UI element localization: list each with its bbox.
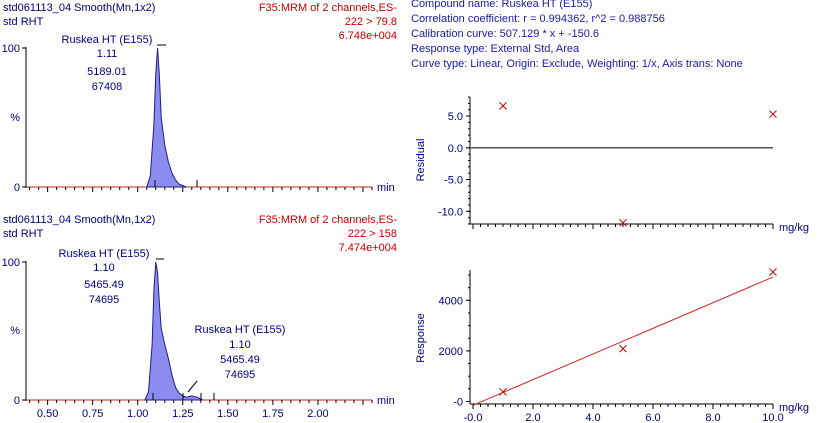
chromatogram-2: std061113_04 Smooth(Mn,1x2) std RHT F35:…	[2, 214, 398, 420]
chrom2-function-label: F35:MRM of 2 channels,ES-	[259, 214, 398, 226]
chrom2-peak-annotation-2: Ruskea HT (E155) 1.10 5465.49 74695	[187, 324, 286, 393]
chrom1-function-label: F35:MRM of 2 channels,ES-	[259, 2, 398, 14]
response-fit-line	[472, 276, 774, 406]
chrom2-peak-annotation-1: Ruskea HT (E155) 1.10 5465.49 74695	[59, 248, 164, 306]
curve-type-text: Curve type: Linear, Origin: Exclude, Wei…	[411, 58, 743, 70]
response-point	[619, 344, 627, 353]
calibration-info: Compound name: Ruskea HT (E155) Correlat…	[411, 0, 743, 70]
chrom2-sample-sub-label: std RHT	[3, 228, 44, 240]
chrom2-y-percent-label: %	[10, 325, 20, 337]
x-tick-label: 8.0	[705, 412, 720, 423]
chrom2-peak1-height-value: 74695	[89, 294, 120, 306]
chrom1-transition-label: 222 > 79.8	[345, 16, 397, 28]
chrom2-y-zero-label: 0	[14, 395, 20, 407]
chrom1-sample-sub-label: std RHT	[3, 16, 44, 28]
calibration-curve-text: Calibration curve: 507.129 * x + -150.6	[411, 28, 599, 40]
y-tick-label: 5.0	[448, 111, 463, 123]
chrom1-peak-name: Ruskea HT (E155)	[62, 34, 153, 46]
residual-x-unit: mg/kg	[779, 222, 809, 234]
x-tick-label: 4.0	[585, 412, 600, 423]
chrom2-peak1-rt: 1.10	[93, 262, 114, 274]
chrom2-x-unit: min	[377, 395, 395, 407]
y-tick-label: 4000	[439, 295, 463, 307]
chrom2-x-ticks	[29, 400, 373, 405]
residual-point	[499, 102, 507, 110]
x-tick-label: 2.0	[525, 412, 540, 423]
chrom2-peak2-height-value: 74695	[225, 369, 256, 381]
chrom1-y-zero-label: 0	[14, 182, 20, 194]
x-tick-label: -0.0	[464, 412, 483, 423]
x-tick-label: 0.75	[82, 408, 103, 420]
chrom1-sample-label: std061113_04 Smooth(Mn,1x2)	[3, 2, 155, 14]
chrom1-x-unit: min	[377, 182, 395, 194]
compound-name-text: Compound name: Ruskea HT (E155)	[411, 0, 592, 10]
y-tick-label: -10.0	[438, 206, 463, 218]
response-x-ticks: -0.0 2.0 4.0 6.0 8.0 10.0	[464, 404, 784, 423]
response-x-unit: mg/kg	[779, 402, 809, 414]
residual-point	[769, 110, 777, 118]
residual-y-ticks: 5.0 0.0 -5.0 -10.0	[438, 96, 470, 225]
chrom1-peak-height-value: 67408	[92, 81, 123, 93]
y-tick-label: 2000	[439, 346, 463, 358]
chrom1-peak-area	[146, 47, 187, 188]
chrom2-sample-label: std061113_04 Smooth(Mn,1x2)	[3, 214, 155, 226]
chromatogram-1: std061113_04 Smooth(Mn,1x2) std RHT F35:…	[2, 2, 398, 194]
chrom2-peak1-area-value: 5465.49	[84, 279, 124, 291]
residual-y-label: Residual	[415, 139, 427, 182]
x-tick-label: 1.00	[127, 408, 148, 420]
x-tick-label: 1.25	[172, 408, 193, 420]
chrom1-y-percent-label: %	[10, 112, 20, 124]
x-tick-label: 6.0	[645, 412, 660, 423]
x-tick-label: 1.50	[217, 408, 238, 420]
chrom2-peak1-name: Ruskea HT (E155)	[59, 248, 150, 260]
response-plot: Response -0 2000 4000 -0.0 2.0 4.0 6.0 8.0 10.0…	[415, 268, 809, 423]
chrom2-peak2-leader	[187, 380, 198, 393]
y-tick-label: 0.0	[448, 143, 463, 155]
response-y-ticks: -0 2000 4000	[439, 274, 470, 408]
chrom2-intensity-label: 7.474e+004	[339, 242, 397, 254]
response-point	[769, 268, 777, 276]
x-tick-label: 0.50	[37, 408, 58, 420]
chrom1-peak-annotation: Ruskea HT (E155) 1.11 5189.01 67408	[62, 34, 166, 93]
y-tick-label: -0	[453, 396, 463, 408]
chrom2-transition-label: 222 > 158	[348, 228, 397, 240]
response-points	[499, 268, 777, 396]
chrom2-y-top-label: 100	[2, 257, 20, 269]
chrom1-y-top-label: 100	[2, 43, 20, 55]
chrom1-peak-rt: 1.11	[97, 48, 118, 60]
chrom1-peak-area-value: 5189.01	[87, 66, 127, 78]
residual-points	[499, 102, 777, 227]
chrom2-peak2-rt: 1.10	[229, 339, 250, 351]
residual-point	[619, 218, 627, 227]
chrom1-intensity-label: 6.748e+004	[339, 30, 397, 42]
x-tick-label: 1.75	[262, 408, 283, 420]
y-tick-label: -5.0	[444, 175, 463, 187]
residual-plot: Residual 5.0 0.0 -5.0 -10.0 mg/kg	[415, 96, 809, 234]
chrom2-peak2-name: Ruskea HT (E155)	[195, 324, 286, 336]
chrom2-peak-area	[144, 261, 203, 401]
chrom2-peak2-area-value: 5465.49	[220, 354, 260, 366]
chrom2-x-tick-labels: 0.50 0.75 1.00 1.25 1.50 1.75 2.00	[37, 408, 329, 420]
x-tick-label: 10.0	[762, 412, 783, 423]
chrom1-x-ticks	[29, 187, 373, 192]
residual-x-ticks	[472, 224, 774, 229]
response-type-text: Response type: External Std, Area	[411, 43, 580, 55]
correlation-text: Correlation coefficient: r = 0.994362, r…	[411, 13, 665, 25]
x-tick-label: 2.00	[307, 408, 328, 420]
response-point	[499, 388, 507, 396]
response-y-label: Response	[415, 313, 427, 363]
